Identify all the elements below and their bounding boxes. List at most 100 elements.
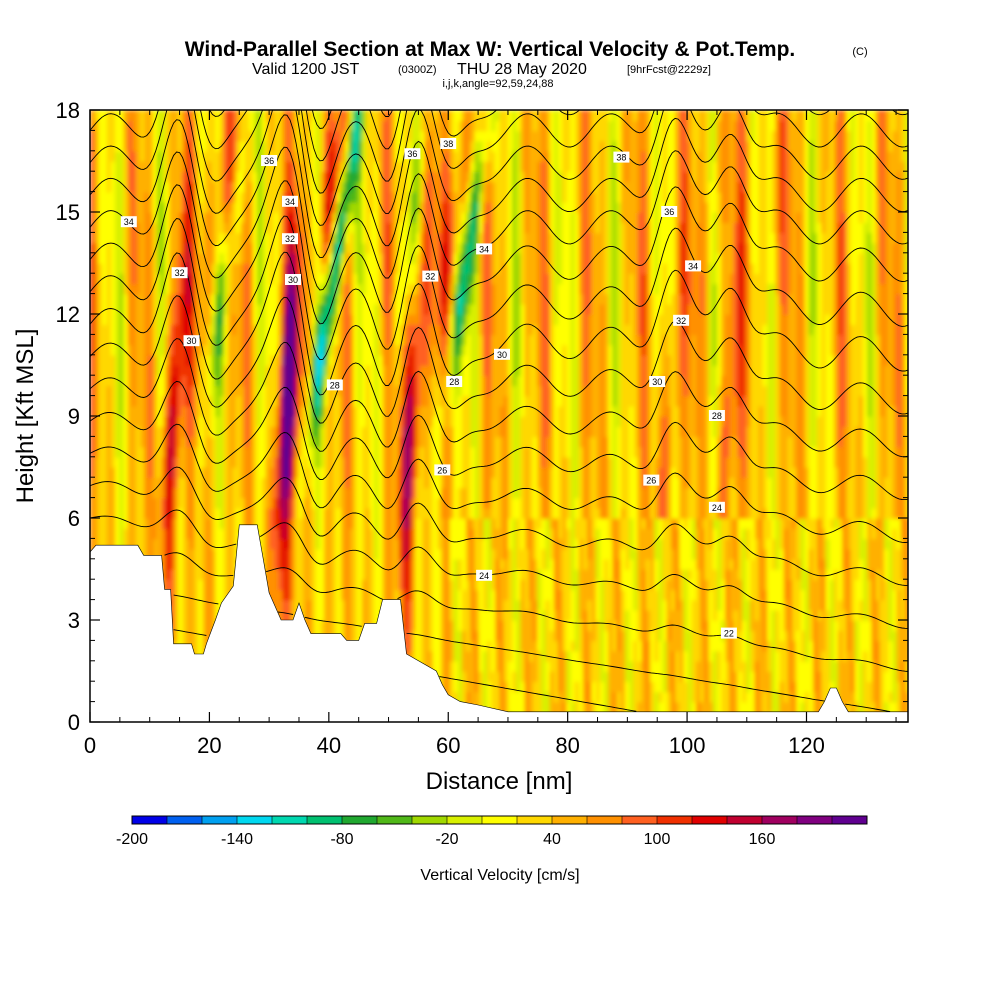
velocity-cell bbox=[198, 446, 204, 458]
velocity-cell bbox=[211, 467, 217, 478]
velocity-cell bbox=[349, 528, 355, 540]
velocity-cell bbox=[273, 385, 279, 397]
velocity-cell bbox=[144, 120, 150, 132]
velocity-cell bbox=[169, 538, 175, 550]
velocity-cell bbox=[106, 232, 112, 244]
velocity-cell bbox=[182, 120, 187, 132]
velocity-cell bbox=[273, 161, 279, 172]
velocity-cell bbox=[207, 344, 212, 356]
chart-subtitle-prefix: Valid 1200 JST bbox=[252, 61, 360, 78]
velocity-cell bbox=[365, 436, 371, 448]
velocity-cell bbox=[324, 620, 330, 631]
velocity-cell bbox=[156, 232, 162, 244]
velocity-cell bbox=[223, 273, 229, 285]
velocity-cell bbox=[211, 436, 217, 448]
velocity-cell bbox=[349, 467, 355, 478]
velocity-cell bbox=[115, 375, 121, 387]
velocity-cell bbox=[286, 405, 292, 417]
velocity-cell bbox=[286, 181, 292, 193]
velocity-cell bbox=[265, 232, 271, 244]
velocity-cell bbox=[328, 589, 334, 601]
velocity-cell bbox=[194, 589, 200, 601]
velocity-cell bbox=[265, 426, 271, 438]
velocity-cell bbox=[278, 354, 284, 366]
velocity-cell bbox=[365, 150, 371, 162]
velocity-cell bbox=[186, 569, 192, 580]
velocity-cell bbox=[102, 518, 108, 529]
velocity-cell bbox=[165, 273, 171, 285]
velocity-cell bbox=[136, 232, 141, 244]
velocity-cell bbox=[374, 405, 380, 417]
velocity-cell bbox=[169, 558, 175, 570]
velocity-cell bbox=[165, 344, 171, 356]
velocity-cell bbox=[278, 263, 284, 274]
velocity-cell bbox=[336, 518, 342, 529]
velocity-cell bbox=[315, 620, 321, 631]
velocity-cell bbox=[315, 589, 321, 601]
velocity-cell bbox=[152, 456, 158, 468]
velocity-cell bbox=[144, 497, 150, 509]
velocity-cell bbox=[223, 120, 229, 132]
velocity-cell bbox=[136, 191, 141, 203]
velocity-cell bbox=[227, 120, 233, 132]
velocity-cell bbox=[236, 252, 242, 264]
velocity-cell bbox=[194, 640, 200, 652]
velocity-cell bbox=[169, 150, 175, 162]
velocity-cell bbox=[290, 344, 296, 356]
velocity-cell bbox=[261, 181, 267, 193]
velocity-cell bbox=[110, 242, 116, 254]
velocity-cell bbox=[257, 477, 263, 489]
velocity-cell bbox=[319, 518, 325, 529]
velocity-cell bbox=[265, 263, 271, 274]
velocity-cell bbox=[140, 375, 146, 387]
velocity-cell bbox=[173, 558, 179, 570]
velocity-cell bbox=[190, 222, 196, 234]
velocity-cell bbox=[207, 467, 212, 478]
velocity-cell bbox=[365, 579, 371, 591]
velocity-cell bbox=[123, 344, 129, 356]
velocity-cell bbox=[211, 201, 217, 213]
velocity-cell bbox=[115, 436, 121, 448]
velocity-cell bbox=[198, 538, 204, 550]
velocity-cell bbox=[198, 589, 204, 601]
velocity-cell bbox=[165, 140, 171, 152]
velocity-cell bbox=[207, 354, 212, 366]
velocity-cell bbox=[215, 558, 221, 570]
velocity-cell bbox=[261, 528, 267, 540]
velocity-cell bbox=[177, 212, 183, 223]
velocity-cell bbox=[370, 385, 375, 397]
velocity-cell bbox=[173, 161, 179, 172]
velocity-cell bbox=[110, 507, 116, 519]
velocity-cell bbox=[215, 518, 221, 529]
velocity-cell bbox=[182, 150, 187, 162]
velocity-cell bbox=[219, 436, 225, 448]
velocity-cell bbox=[336, 354, 342, 366]
velocity-cell bbox=[215, 385, 221, 397]
velocity-cell bbox=[282, 181, 288, 193]
velocity-cell bbox=[315, 252, 321, 264]
velocity-cell bbox=[315, 385, 321, 397]
velocity-cell bbox=[248, 436, 254, 448]
velocity-cell bbox=[194, 558, 200, 570]
velocity-cell bbox=[278, 426, 284, 438]
velocity-cell bbox=[357, 201, 363, 213]
velocity-cell bbox=[119, 140, 125, 152]
velocity-cell bbox=[299, 528, 304, 540]
velocity-cell bbox=[173, 497, 179, 509]
velocity-cell bbox=[273, 548, 279, 560]
velocity-cell bbox=[211, 375, 217, 387]
velocity-cell bbox=[378, 507, 384, 519]
velocity-cell bbox=[236, 395, 242, 407]
velocity-cell bbox=[315, 599, 321, 611]
velocity-cell bbox=[211, 181, 217, 193]
velocity-cell bbox=[319, 487, 325, 499]
velocity-cell bbox=[169, 130, 175, 142]
velocity-cell bbox=[110, 334, 116, 346]
velocity-cell bbox=[365, 538, 371, 550]
velocity-cell bbox=[290, 161, 296, 172]
velocity-cell bbox=[253, 222, 258, 234]
velocity-cell bbox=[265, 242, 271, 254]
velocity-cell bbox=[136, 426, 141, 438]
velocity-cell bbox=[177, 416, 183, 427]
velocity-cell bbox=[340, 222, 346, 234]
